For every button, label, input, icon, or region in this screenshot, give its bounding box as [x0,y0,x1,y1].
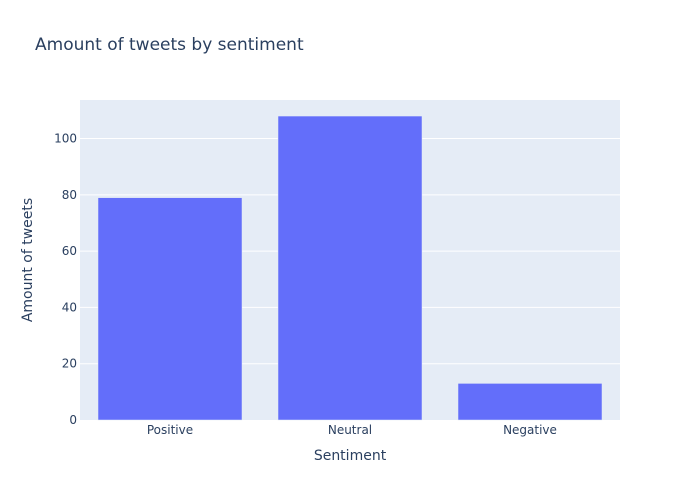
bar-negative[interactable] [457,383,603,421]
y-tick-label: 60 [62,244,77,258]
y-tick-label: 20 [62,357,77,371]
x-tick-labels: Positive Neutral Negative [147,423,557,437]
bar-positive[interactable] [97,197,243,421]
x-tick-label-positive: Positive [147,423,193,437]
y-tick-label: 100 [54,132,77,146]
y-tick-label: 40 [62,300,77,314]
x-tick-label-neutral: Neutral [328,423,372,437]
bars [97,115,603,421]
y-tick-labels: 0 20 40 60 80 100 [54,132,77,427]
x-axis-title: Sentiment [314,448,387,464]
y-tick-label: 80 [62,188,77,202]
y-axis-title: Amount of tweets [20,198,36,322]
x-tick-label-negative: Negative [503,423,557,437]
y-tick-label: 0 [69,413,77,427]
chart-title: Amount of tweets by sentiment [35,35,304,55]
bar-neutral[interactable] [277,115,423,421]
